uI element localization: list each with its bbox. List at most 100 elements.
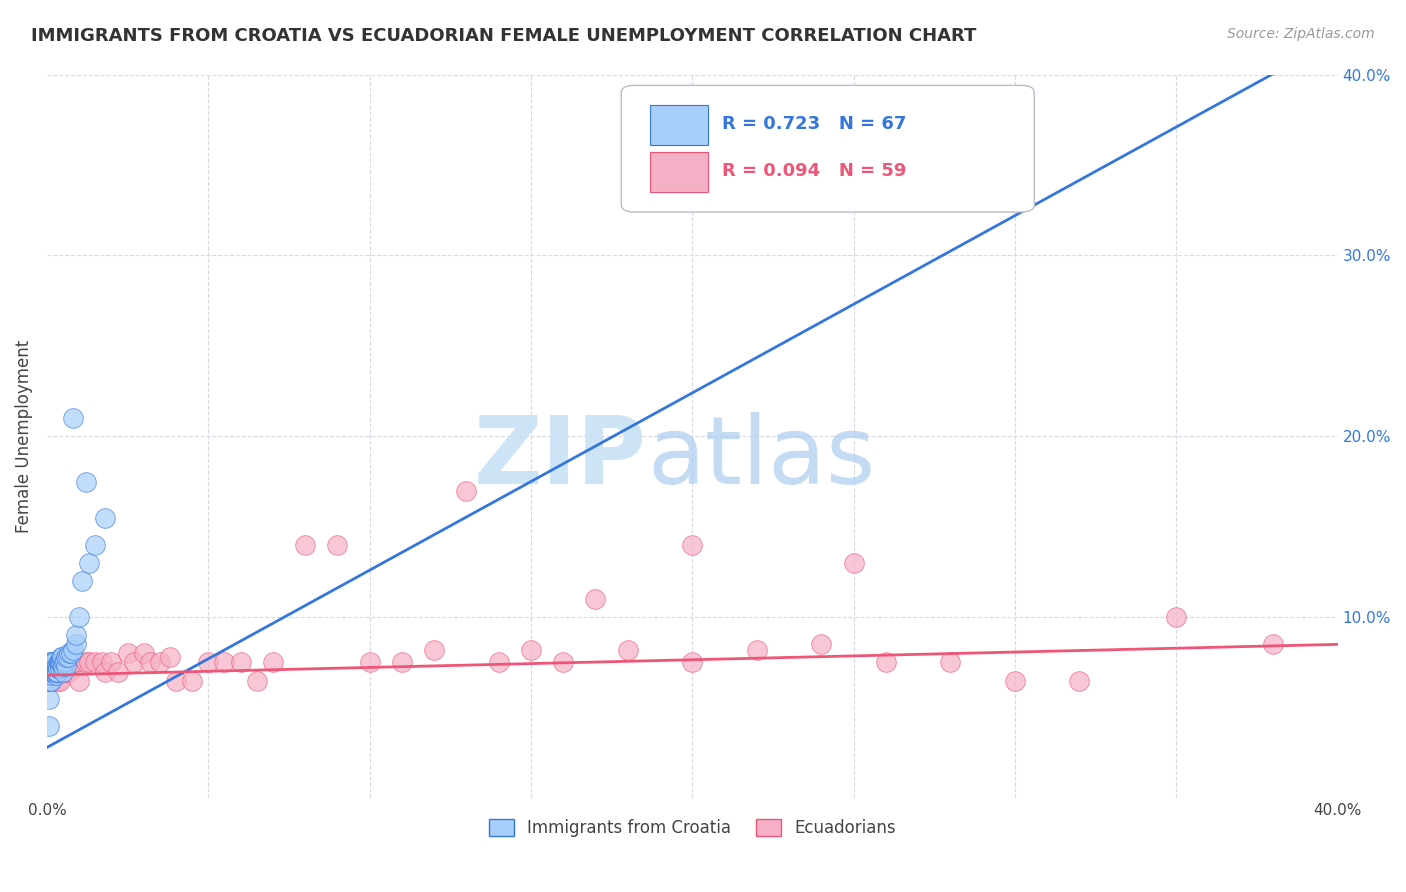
Point	[77, 556, 100, 570]
Point	[165, 673, 187, 688]
Point	[52, 665, 75, 679]
Point	[37, 719, 59, 733]
Point	[41, 656, 63, 670]
Point	[149, 656, 172, 670]
Text: ZIP: ZIP	[474, 412, 647, 504]
Point	[49, 673, 72, 688]
Text: IMMIGRANTS FROM CROATIA VS ECUADORIAN FEMALE UNEMPLOYMENT CORRELATION CHART: IMMIGRANTS FROM CROATIA VS ECUADORIAN FE…	[31, 27, 976, 45]
Point	[48, 656, 70, 670]
Point	[49, 656, 72, 670]
Point	[39, 656, 62, 670]
Point	[48, 656, 70, 670]
Point	[44, 665, 66, 679]
Point	[100, 656, 122, 670]
Point	[90, 656, 112, 670]
Point	[62, 411, 84, 425]
Point	[46, 661, 69, 675]
Point	[1261, 637, 1284, 651]
Point	[1004, 673, 1026, 688]
Point	[520, 642, 543, 657]
Y-axis label: Female Unemployment: Female Unemployment	[15, 340, 32, 533]
Point	[42, 665, 65, 679]
Point	[42, 665, 65, 679]
Point	[42, 656, 65, 670]
Point	[39, 673, 62, 688]
Point	[65, 637, 87, 651]
Point	[41, 665, 63, 679]
Point	[51, 650, 73, 665]
Point	[75, 475, 97, 489]
Point	[39, 665, 62, 679]
Point	[49, 656, 72, 670]
Point	[456, 483, 478, 498]
Point	[77, 656, 100, 670]
Point	[65, 628, 87, 642]
Text: Source: ZipAtlas.com: Source: ZipAtlas.com	[1227, 27, 1375, 41]
Point	[197, 656, 219, 670]
Point	[41, 661, 63, 675]
Point	[42, 665, 65, 679]
Point	[46, 661, 69, 675]
Text: R = 0.094   N = 59: R = 0.094 N = 59	[721, 161, 907, 180]
Point	[45, 665, 67, 679]
Point	[41, 665, 63, 679]
Point	[72, 574, 94, 588]
Point	[262, 656, 284, 670]
Point	[39, 665, 62, 679]
Point	[51, 650, 73, 665]
Bar	[650, 152, 707, 192]
Point	[65, 656, 87, 670]
Point	[132, 647, 155, 661]
Point	[42, 661, 65, 675]
Point	[681, 538, 703, 552]
Point	[94, 665, 117, 679]
Point	[41, 665, 63, 679]
Point	[875, 656, 897, 670]
Legend: Immigrants from Croatia, Ecuadorians: Immigrants from Croatia, Ecuadorians	[482, 813, 903, 844]
Point	[41, 668, 63, 682]
Point	[553, 656, 575, 670]
Point	[55, 665, 77, 679]
Point	[41, 665, 63, 679]
Point	[45, 659, 67, 673]
Point	[39, 665, 62, 679]
Point	[44, 665, 66, 679]
Point	[842, 556, 865, 570]
Point	[49, 656, 72, 670]
Point	[49, 661, 72, 675]
Point	[1166, 610, 1188, 624]
Point	[41, 673, 63, 688]
Point	[62, 642, 84, 657]
Point	[62, 656, 84, 670]
Point	[46, 673, 69, 688]
Point	[229, 656, 252, 670]
Point	[810, 637, 832, 651]
FancyBboxPatch shape	[621, 86, 1035, 212]
Point	[60, 647, 83, 661]
Point	[42, 665, 65, 679]
Point	[53, 654, 76, 668]
Point	[58, 647, 80, 661]
Point	[44, 661, 66, 675]
Point	[51, 654, 73, 668]
Point	[159, 650, 181, 665]
Point	[44, 665, 66, 679]
Point	[75, 656, 97, 670]
Point	[67, 673, 90, 688]
Point	[39, 656, 62, 670]
Point	[139, 656, 162, 670]
Point	[44, 665, 66, 679]
Point	[107, 665, 129, 679]
Point	[38, 665, 60, 679]
Point	[52, 656, 75, 670]
Point	[214, 656, 236, 670]
Point	[1069, 673, 1091, 688]
Point	[939, 656, 962, 670]
Bar	[650, 105, 707, 145]
Point	[84, 538, 107, 552]
Point	[84, 656, 107, 670]
Text: atlas: atlas	[647, 412, 876, 504]
Point	[94, 510, 117, 524]
Point	[41, 665, 63, 679]
Point	[39, 665, 62, 679]
